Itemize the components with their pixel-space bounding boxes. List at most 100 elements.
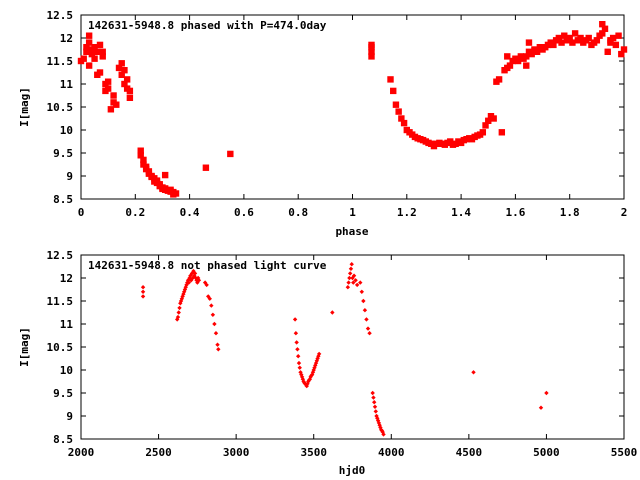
data-points <box>140 262 549 437</box>
data-point <box>330 310 335 315</box>
data-point <box>544 390 549 396</box>
data-point <box>349 262 354 267</box>
data-point <box>178 298 184 304</box>
y-tick-label: 9.5 <box>53 387 73 400</box>
data-point <box>207 296 212 301</box>
x-tick-label: 1.6 <box>505 206 525 219</box>
data-point <box>196 278 202 283</box>
data-point <box>153 177 161 184</box>
y-tick-label: 12 <box>60 272 73 285</box>
x-tick-label: 2 <box>621 206 628 219</box>
data-point <box>523 53 530 60</box>
data-point <box>358 280 363 285</box>
x-tick-labels: 0 0.2 0.4 0.6 0.8 1 1.2 1.4 1.6 1.8 2 <box>78 206 628 219</box>
y-tick-label: 12 <box>60 32 73 45</box>
data-point <box>137 152 144 159</box>
data-point <box>354 282 360 288</box>
data-point <box>351 273 357 278</box>
phased-light-curve-panel: 0 0.2 0.4 0.6 0.8 1 1.2 1.4 1.6 1.8 2 8.5 9 9.5 10 10.… <box>18 9 627 238</box>
data-point <box>561 32 568 39</box>
data-point <box>216 347 221 352</box>
data-point <box>447 138 454 145</box>
x-tick-label: 5500 <box>611 446 638 459</box>
data-point <box>99 53 106 60</box>
data-point <box>145 168 153 175</box>
x-tick-labels: 2000 2500 3000 3500 4000 4500 5000 5500 <box>68 446 638 459</box>
x-tick-label: 4000 <box>378 446 405 459</box>
data-point <box>371 395 376 400</box>
data-point <box>585 34 592 42</box>
data-point <box>372 400 377 405</box>
y-tick-label: 8.5 <box>53 433 73 446</box>
data-point <box>292 317 298 322</box>
data-point <box>175 314 181 320</box>
data-point <box>115 64 123 72</box>
data-point <box>381 432 386 437</box>
y-tick-label: 11.5 <box>47 55 74 68</box>
data-point <box>398 115 405 122</box>
data-point <box>571 30 579 37</box>
data-point <box>172 190 180 197</box>
data-point <box>137 147 144 154</box>
y-tick-label: 10 <box>60 124 73 137</box>
data-point <box>177 305 182 311</box>
x-tick-label: 0.8 <box>288 206 308 219</box>
data-point <box>566 34 573 42</box>
y-tick-label: 11 <box>60 78 74 91</box>
data-point <box>142 163 150 170</box>
y-tick-label: 11 <box>60 318 74 331</box>
data-point <box>121 67 128 74</box>
data-point <box>577 34 584 42</box>
data-point <box>181 291 186 297</box>
y-tick-label: 12.5 <box>47 9 74 22</box>
data-point <box>368 53 375 60</box>
data-point <box>392 101 400 108</box>
data-point <box>110 92 117 99</box>
data-point <box>293 331 299 336</box>
data-point <box>615 32 622 39</box>
data-point <box>118 60 125 67</box>
x-tick-label: 3000 <box>223 446 250 459</box>
data-point <box>210 312 216 317</box>
data-point <box>204 282 209 288</box>
y-tick-label: 10.5 <box>47 341 74 354</box>
data-point <box>140 285 146 290</box>
data-point <box>140 156 147 164</box>
y-tick-label: 8.5 <box>53 193 73 206</box>
data-point <box>538 405 544 410</box>
data-point <box>479 129 487 136</box>
data-point <box>550 41 557 49</box>
data-point <box>213 331 219 336</box>
x-tick-label: 3500 <box>300 446 327 459</box>
chart-title: 142631-5948.8 not phased light curve <box>88 259 327 272</box>
data-point <box>99 48 106 55</box>
data-point <box>118 71 125 78</box>
data-point <box>123 76 131 83</box>
data-point <box>490 115 497 122</box>
data-point <box>121 80 128 88</box>
y-tick-label: 12.5 <box>47 249 74 262</box>
data-point <box>609 34 617 42</box>
data-point <box>353 278 358 283</box>
data-point <box>85 39 93 46</box>
x-tick-label: 1 <box>349 206 356 219</box>
data-point <box>482 122 489 129</box>
data-point <box>345 285 351 290</box>
axis-ticks <box>80 254 625 440</box>
data-point <box>91 44 98 51</box>
x-tick-label: 2500 <box>145 446 172 459</box>
data-point <box>533 48 541 55</box>
data-point <box>599 30 606 37</box>
data-point <box>348 266 354 271</box>
data-point <box>620 46 628 53</box>
x-tick-label: 5000 <box>533 446 560 459</box>
data-point <box>80 55 87 62</box>
data-point <box>504 53 511 60</box>
data-point <box>85 62 93 69</box>
data-point <box>107 106 115 113</box>
data-point <box>558 39 565 46</box>
data-point <box>195 280 200 285</box>
data-point <box>471 370 476 375</box>
data-point <box>88 50 96 58</box>
data-point <box>192 271 198 276</box>
